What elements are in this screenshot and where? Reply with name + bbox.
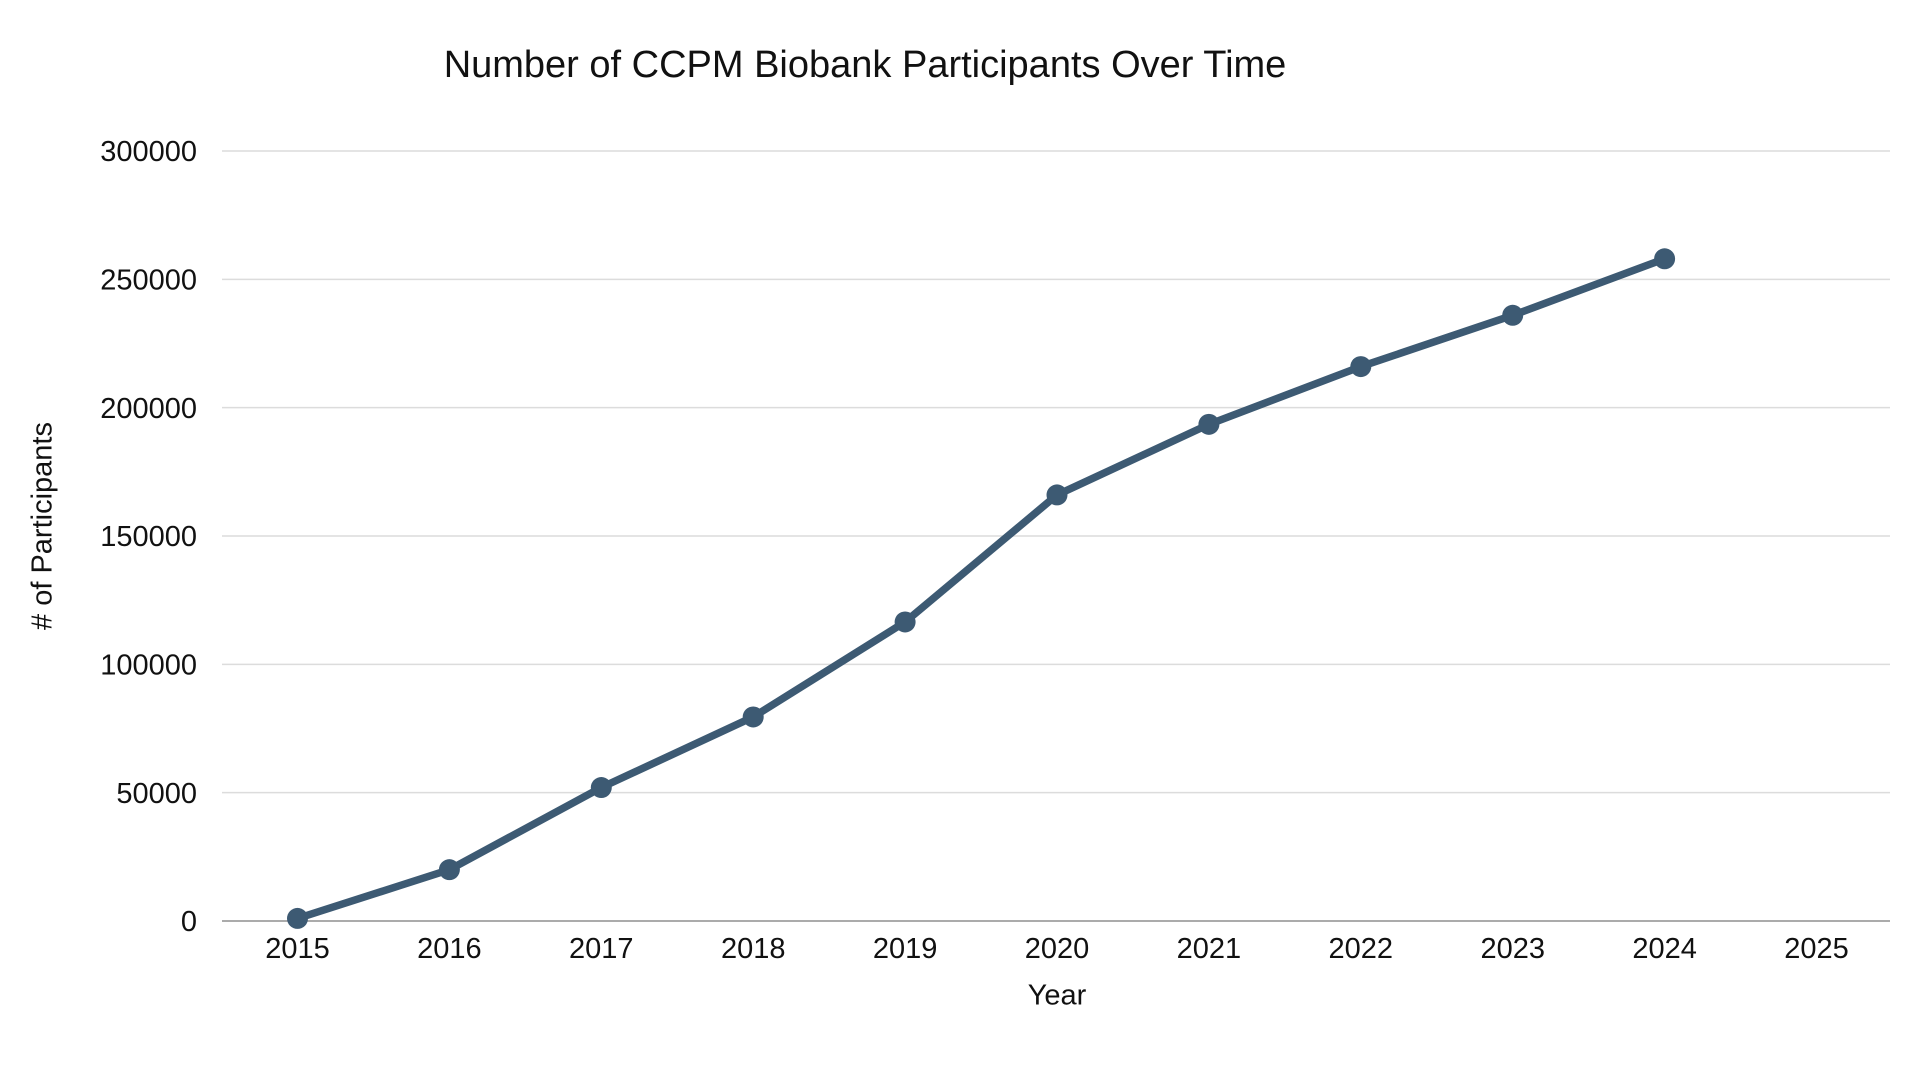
x-tick-label: 2025 — [1784, 933, 1849, 965]
x-tick-label: 2019 — [873, 933, 938, 965]
x-axis-title: Year — [1027, 979, 1087, 1012]
x-tick-label: 2018 — [721, 933, 786, 965]
x-tick-label: 2021 — [1177, 933, 1242, 965]
data-point — [1350, 356, 1372, 378]
data-line — [293, 255, 1669, 923]
y-tick-label: 0 — [181, 906, 197, 938]
x-tick-label: 2023 — [1480, 933, 1545, 965]
y-tick-label: 50000 — [116, 778, 197, 810]
x-tick-label: 2022 — [1329, 933, 1394, 965]
data-point — [894, 611, 916, 633]
chart-title: Number of CCPM Biobank Participants Over… — [443, 44, 1287, 86]
y-tick-label: 150000 — [100, 521, 197, 553]
x-tick-label: 2017 — [569, 933, 634, 965]
x-tick-label: 2016 — [417, 933, 482, 965]
data-point — [590, 777, 612, 799]
data-point — [742, 706, 764, 728]
data-point — [1046, 484, 1068, 506]
y-tick-label: 100000 — [100, 649, 197, 681]
y-tick-label: 200000 — [100, 393, 197, 425]
data-point — [287, 907, 308, 929]
y-tick-label: 300000 — [100, 136, 197, 168]
data-point — [1654, 248, 1676, 270]
data-point — [1502, 304, 1524, 326]
x-tick-label: 2015 — [265, 933, 330, 965]
x-tick-label: 2020 — [1025, 933, 1090, 965]
y-tick-label: 250000 — [100, 264, 197, 296]
x-tick-label: 2024 — [1632, 933, 1697, 965]
data-point — [438, 859, 460, 881]
data-point — [1198, 413, 1220, 435]
